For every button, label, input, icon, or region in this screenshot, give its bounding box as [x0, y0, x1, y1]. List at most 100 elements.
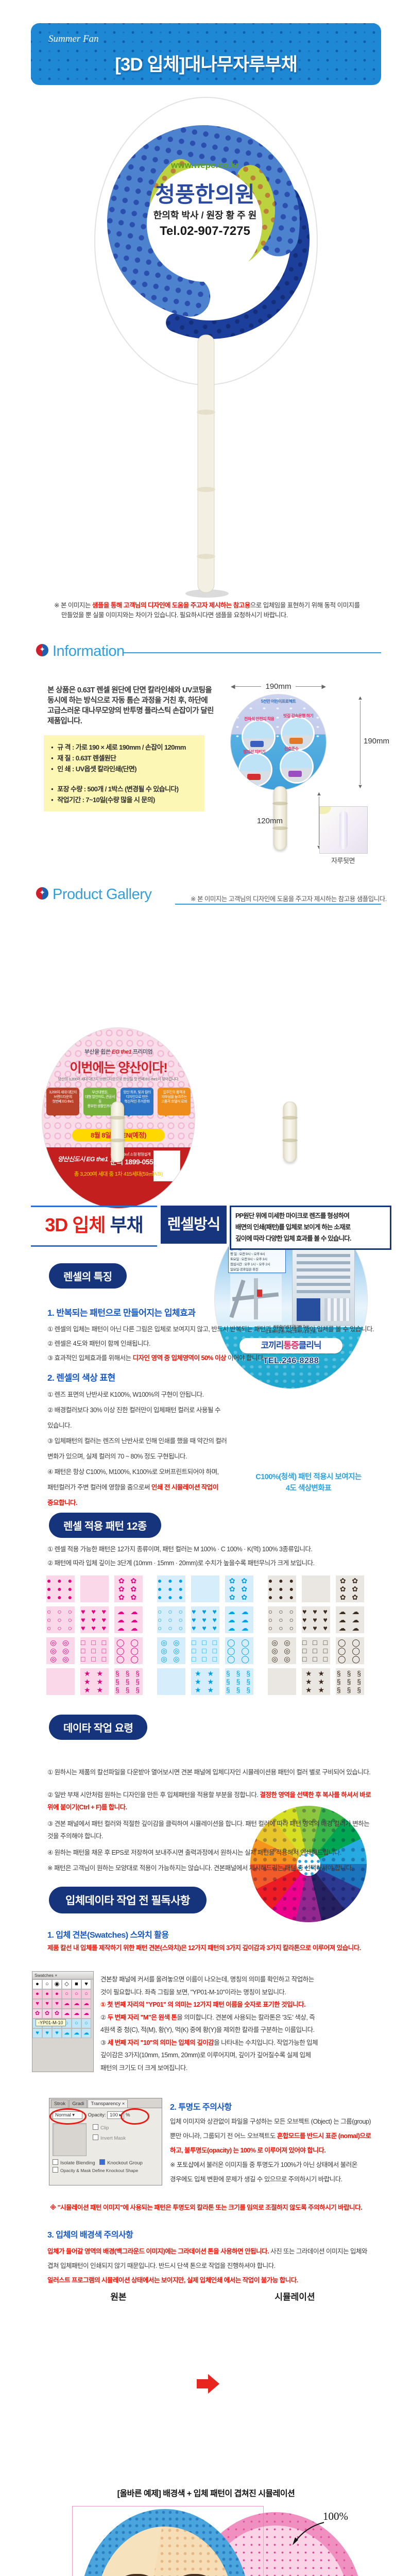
- swatch-cell[interactable]: ♥: [52, 2028, 62, 2038]
- swatch-cell[interactable]: ◇: [62, 1979, 72, 1989]
- swatch-cell[interactable]: ♥: [42, 1999, 52, 2009]
- swatch-cell[interactable]: ♥: [32, 1999, 42, 2009]
- method-desc: PP원단 위에 미세한 마이크로 렌즈를 형성하여 배면의 인쇄(패턴)를 입체로…: [230, 1206, 391, 1250]
- text-segment: ※ 포토샵에서 불러온 이미지들 중 투명도가 100%가 아닌 상태에서 불러…: [170, 2161, 357, 2168]
- fan-headline: 이번에는 양산이다!: [70, 1061, 167, 1075]
- swatch-cell[interactable]: ○: [42, 1979, 52, 1989]
- pattern-swatch: ◯ ◯ ◯ ◯ ◯ ◯ ◯ ◯ ◯ ◯ ◯ ◯: [336, 1637, 364, 1664]
- swatch-cell[interactable]: ○: [81, 2019, 91, 2028]
- swatch-cell[interactable]: ✿: [52, 2009, 62, 2019]
- swatch-cell[interactable]: ♥: [81, 1979, 91, 1989]
- omask-checkbox[interactable]: [53, 2167, 58, 2173]
- fan-speech-bubble: 3,200여 세대 대단지 브랜드타운의 첫번째 EG the1: [46, 1088, 79, 1117]
- clip-checkbox[interactable]: [93, 2124, 98, 2130]
- swatch-cell[interactable]: ✿: [42, 2009, 52, 2019]
- information-title: Information: [53, 643, 125, 659]
- text-segment: ②: [100, 2013, 108, 2021]
- swatch-cell[interactable]: ☁: [72, 1999, 81, 2009]
- fan-info1: 전 세대 59㎡ 소형 평형설계: [110, 1152, 151, 1157]
- text-line: 패턴의 크기도 더 크게 보여집니다.: [100, 2062, 402, 2075]
- swatch-cell[interactable]: ☁: [81, 2028, 91, 2038]
- text-line: 중요합니다.: [47, 1495, 243, 1511]
- pattern-swatch: ✿ ✿ ✿ ✿ ✿ ✿ ✿ ✿ ✿ ✿ ✿ ✿: [114, 1575, 143, 1602]
- pattern-swatch: [157, 1668, 185, 1695]
- knockout-checkbox[interactable]: [99, 2159, 106, 2165]
- swatch-cell[interactable]: ☁: [62, 2028, 72, 2038]
- swatch-cell[interactable]: ☁: [72, 2028, 81, 2038]
- fan-tel: Tel.02-907-7275: [160, 224, 250, 238]
- swatch-cell[interactable]: ☁: [62, 1999, 72, 2009]
- text-segment: 4원색 중 청(C), 적(M), 황(Y), 먹(K) 중에 황(Y)을 제외…: [100, 2026, 315, 2033]
- pattern-swatch: § § § § § § § § § § § §: [225, 1668, 253, 1695]
- transparency-panel: Strok Gradi Transparency × Normal ▾ Opac…: [49, 2098, 162, 2185]
- text-line: 있습니다.: [47, 1418, 243, 1433]
- text-segment: ③ 견본 패널에서 패턴 컬러와 적절한 깊이감을 클릭하여 시뮬레이션을 합니…: [47, 1820, 370, 1827]
- spec-group2: 포장 수량 : 500개 / 1박스 (변경될 수 있습니다)작업기간 : 7~…: [51, 784, 179, 805]
- wheel-caption: C100%(청색) 패턴 적용시 보여지는 4도 색상변화표: [255, 1473, 362, 1493]
- list-item: 평 일 : 오전 9시 ~ 오후 6시: [230, 1252, 265, 1256]
- swatch-cell[interactable]: ♥: [52, 1999, 62, 2009]
- text-segment: ① 렌즈 표면의 난반사로 K100%, W100%의 구현이 안됩니다.: [47, 1391, 204, 1398]
- text-segment: ③ 효과적인 입체효과를 위해서는: [47, 1354, 133, 1362]
- handle-back-photo: [319, 806, 368, 854]
- text-line: ① 첫 번째 자리의 "YP01" 의 의미는 12가지 패턴 이름을 숫자로 …: [100, 1998, 402, 2011]
- swatch-cell[interactable]: ○: [62, 1989, 72, 1999]
- gallery-title: Product Gallery: [53, 886, 152, 903]
- swatch-cell[interactable]: ●: [32, 1979, 42, 1989]
- swatch-row: ♥ ♥ ♥ ☁ ☁ ☁: [32, 2028, 93, 2038]
- title-banner: Summer Fan [3D 입체]대나무자루부채: [31, 23, 381, 85]
- bamboo-node: [197, 410, 215, 415]
- swatch-cell[interactable]: ☁: [81, 2009, 91, 2019]
- swatch-cell[interactable]: ◉: [52, 1979, 62, 1989]
- swatch-cell[interactable]: ○: [72, 1989, 81, 1999]
- annotation-100: 100%: [323, 2510, 348, 2522]
- guide-items: ① 원하시는 제품의 칼선파일을 다운받아 열어보시면 견본 패널에 입체디자인…: [47, 1766, 403, 1874]
- text-segment: 패턴의 크기도 더 크게 보여집니다.: [100, 2064, 187, 2072]
- swatch-cell[interactable]: ✿: [32, 2009, 42, 2019]
- text-line: 패턴컬러가 주변 컬러에 영향을 줌으로써 인쇄 전 시뮬레이션 작업이: [47, 1480, 243, 1495]
- list-item: 고급스러운 대나무모양의 반투명 플라스틱 손잡이가 달린: [47, 707, 214, 715]
- pattern-swatch: ○ ○ ○ ○ ○ ○ ○ ○ ○ ○ ○ ○: [268, 1606, 296, 1633]
- pattern-swatch: ○ ○ ○ ○ ○ ○ ○ ○ ○ ○ ○ ○: [157, 1606, 185, 1633]
- swatch-cell[interactable]: ☁: [81, 1999, 91, 2009]
- text-line: 하고, 불투명도(opacity) 는 100% 로 이루어져 있어야 합니다.: [170, 2143, 402, 2158]
- invert-mask-checkbox[interactable]: [93, 2134, 98, 2140]
- tab-transparency[interactable]: Transparency ×: [88, 2099, 128, 2108]
- swatch-cell[interactable]: ☁: [72, 2009, 81, 2019]
- swatch-cell[interactable]: ●: [52, 1989, 62, 1999]
- tab-gradient[interactable]: Gradi: [69, 2099, 88, 2108]
- text-segment: ※ 패턴은 고객님이 원하는 모양대로 적용이 가능하지는 않습니다. 견본패널…: [47, 1865, 353, 1872]
- tab-stroke[interactable]: Strok: [51, 2099, 69, 2108]
- swatch-cell[interactable]: ☁: [62, 2009, 72, 2019]
- text-segment: 변화가 있으며, 실제 컬러의 70 ~ 80% 정도 구현됩니다.: [47, 1453, 187, 1460]
- handle-shadow: [185, 589, 229, 598]
- good-example: 100% 70%: [70, 2505, 363, 2576]
- fan-top-line: 부산을 휩쓴 EG the1 프리미엄: [84, 1049, 153, 1055]
- handle-label: 120mm: [256, 817, 283, 825]
- text-segment: 혼합모드를 반드시 표준 (nomal)으로: [277, 2132, 371, 2140]
- swatch-cell[interactable]: ♥: [32, 2028, 42, 2038]
- pattern-swatch: § § § § § § § § § § § §: [114, 1668, 143, 1695]
- diagram-caption: 빗길 감속운행 하기: [283, 714, 314, 718]
- header-rule: [175, 904, 381, 905]
- text-segment: 세 번째 자리 "10"의 의미는 입체의 깊이감: [107, 2039, 214, 2046]
- swatch-cell[interactable]: ●: [32, 1989, 42, 1999]
- page-title: [3D 입체]대나무자루부채: [115, 55, 298, 75]
- swatch-cell[interactable]: ○: [72, 2019, 81, 2028]
- product-description: 본 상품은 0.63T 렌셀 원단에 단면 칼라인쇄와 UV코팅을 동시에 하는 …: [47, 685, 214, 726]
- swatch-cell[interactable]: ♥: [42, 2028, 52, 2038]
- pattern-swatch: □ □ □ □ □ □ □ □ □ □ □ □: [302, 1637, 330, 1664]
- width-label: 190mm: [265, 682, 291, 691]
- swatch-cell[interactable]: ■: [72, 1979, 81, 1989]
- swatch-cell[interactable]: ○: [81, 1989, 91, 1999]
- text-segment: 뿐만 아니라, 그룹되기 전 어느 오브젝트도: [170, 2132, 277, 2140]
- list-item: 포장 수량 : 500개 / 1박스 (변경될 수 있습니다): [51, 784, 179, 794]
- pattern-swatch: ✿ ✿ ✿ ✿ ✿ ✿ ✿ ✿ ✿ ✿ ✿ ✿: [225, 1575, 253, 1602]
- swatch-cell[interactable]: ●: [42, 1989, 52, 1999]
- opacity-highlight: [121, 2108, 149, 2125]
- swatches-tab[interactable]: Swatches ×: [32, 1972, 93, 1979]
- text-line: ② 배경컬러보다 30% 이상 진한 컬러만이 입체패턴 컬러로 사용될 수: [47, 1402, 243, 1418]
- banner-tagline: Summer Fan: [48, 33, 99, 44]
- isolate-checkbox[interactable]: [53, 2159, 58, 2165]
- text-segment: 경우에도 입체 변환에 문제가 생길 수 있으므로 주의하시기 바랍니다.: [170, 2176, 342, 2183]
